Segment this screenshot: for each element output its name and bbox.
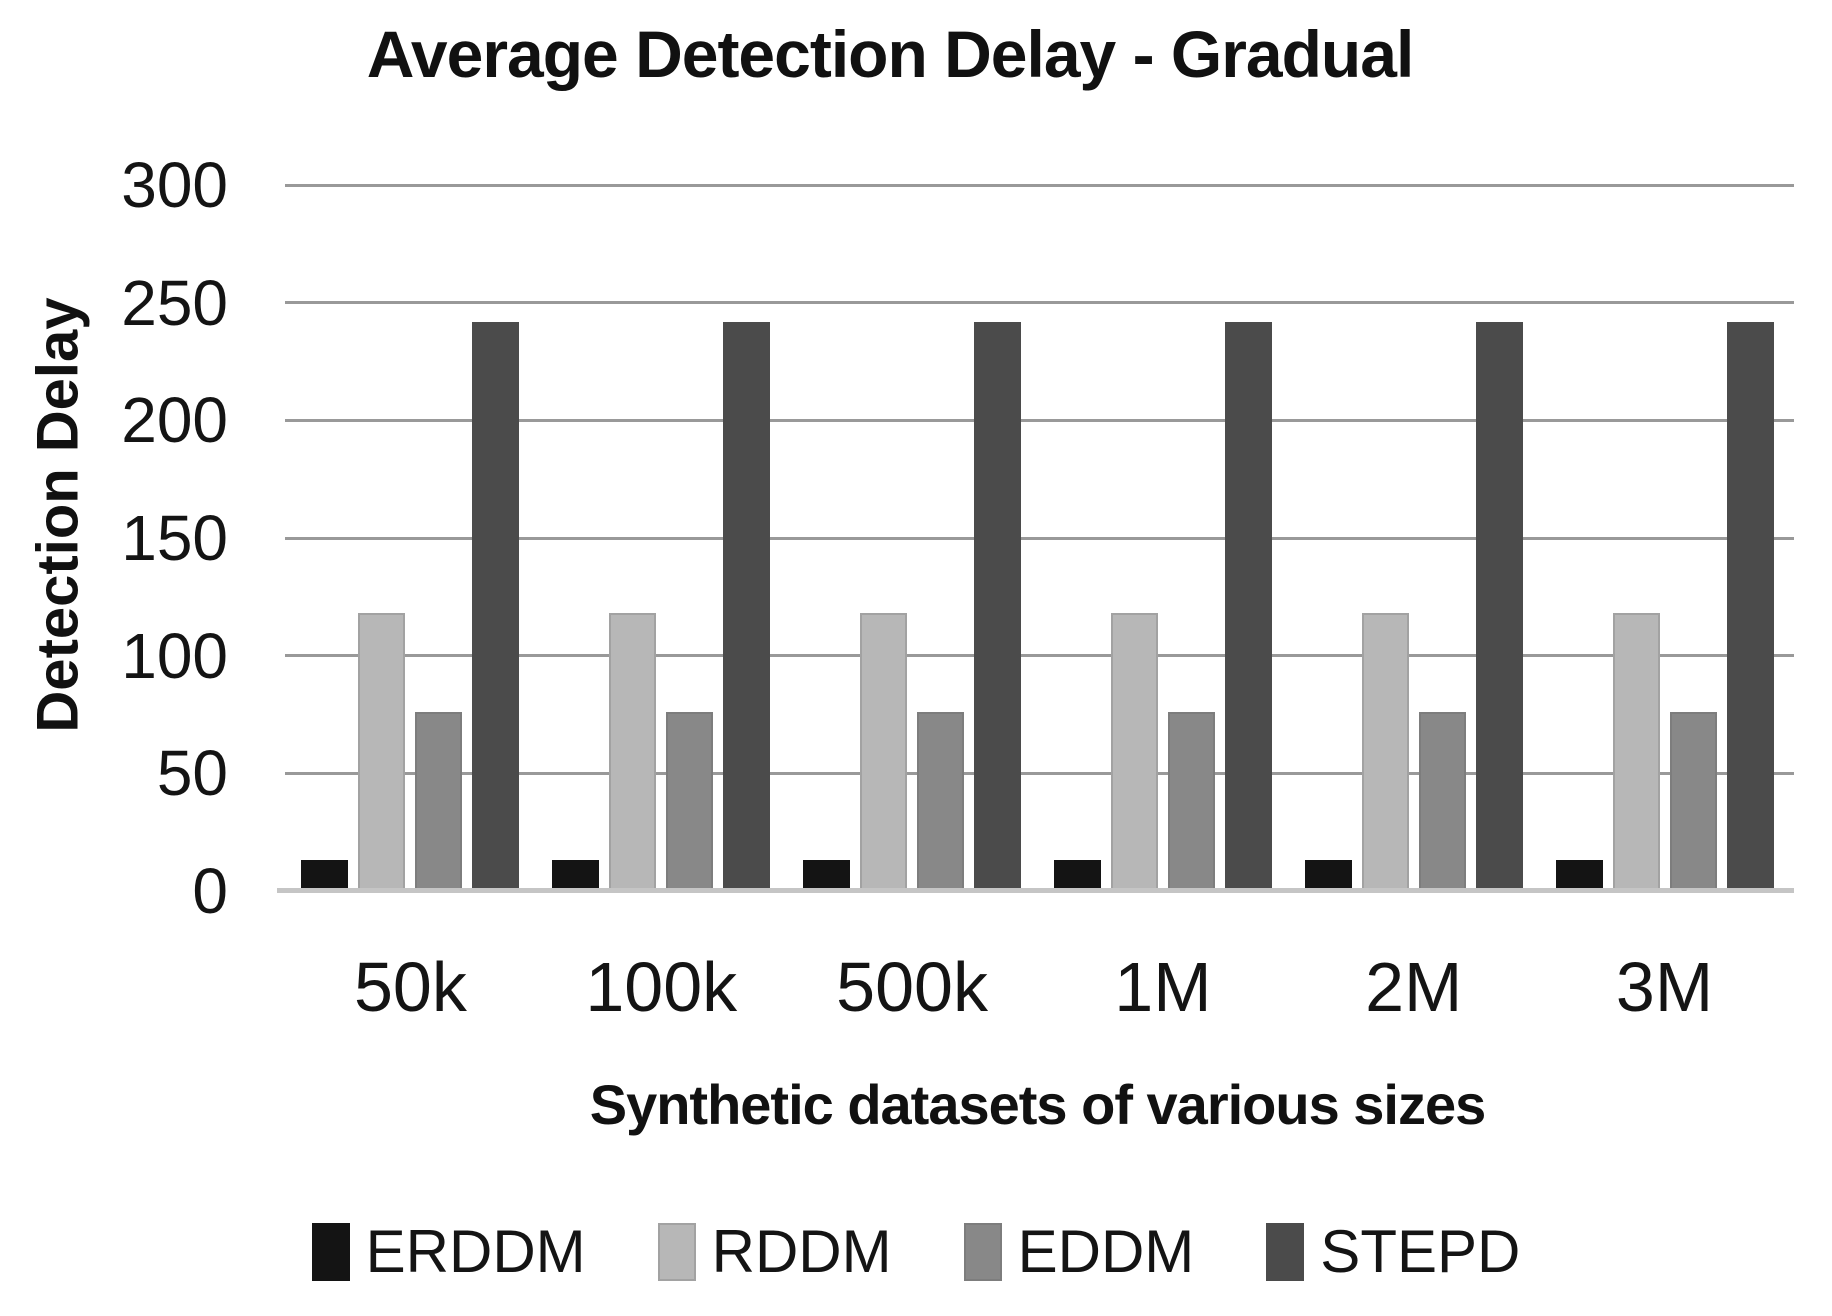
y-tick-label-50: 50 — [156, 737, 228, 810]
bar-rddm-3M — [1612, 613, 1660, 891]
legend-item-rddm: RDDM — [657, 1218, 892, 1285]
x-axis-line — [277, 888, 1794, 893]
legend-swatch-rddm — [657, 1223, 696, 1281]
x-tick-label-3M: 3M — [1615, 948, 1714, 1026]
x-axis-title: Synthetic datasets of various sizes — [589, 1073, 1487, 1136]
bars-layer — [285, 185, 1790, 891]
legend-label-rddm: RDDM — [711, 1218, 892, 1285]
legend-label-erddm: ERDDM — [365, 1218, 586, 1285]
plot-area — [277, 183, 1794, 893]
legend-item-stepd: STEPD — [1266, 1222, 1520, 1282]
bar-rddm-500k — [860, 613, 908, 891]
bar-stepd-500k — [974, 321, 1022, 891]
x-axis-tick-labels: 50k 100k 500k 1M 2M 3M — [285, 952, 1790, 1022]
bar-rddm-1M — [1110, 613, 1158, 891]
bar-eddm-2M — [1418, 712, 1466, 891]
bar-group-500k — [787, 185, 1038, 891]
bar-eddm-100k — [666, 712, 714, 891]
legend-item-erddm: ERDDM — [311, 1218, 586, 1285]
bar-rddm-50k — [358, 613, 406, 891]
bar-erddm-500k — [803, 860, 851, 891]
legend-swatch-stepd — [1266, 1223, 1305, 1281]
y-tick-label-250: 250 — [121, 266, 228, 339]
bar-group-100k — [536, 185, 787, 891]
x-tick-label-50k: 50k — [353, 948, 467, 1026]
bar-group-3M — [1539, 185, 1790, 891]
gridline-100 — [285, 654, 1794, 658]
gridline-300 — [285, 183, 1794, 187]
legend-swatch-eddm — [963, 1223, 1002, 1281]
x-tick-label-500k: 500k — [836, 948, 988, 1026]
y-tick-label-0: 0 — [192, 855, 228, 927]
bar-rddm-100k — [609, 613, 657, 891]
bar-stepd-3M — [1726, 321, 1774, 891]
bar-erddm-1M — [1053, 860, 1101, 891]
bar-erddm-100k — [552, 860, 600, 891]
legend-item-eddm: EDDM — [963, 1218, 1195, 1285]
chart-title: Average Detection Delay - Gradual — [366, 17, 1415, 91]
bar-stepd-1M — [1224, 321, 1272, 891]
bar-eddm-3M — [1669, 712, 1717, 891]
x-tick-label-2M: 2M — [1365, 948, 1463, 1026]
bar-eddm-500k — [917, 712, 965, 891]
bar-erddm-2M — [1304, 860, 1352, 891]
bar-group-50k — [285, 185, 536, 891]
bar-erddm-3M — [1555, 860, 1603, 891]
bar-rddm-2M — [1361, 613, 1409, 891]
bar-erddm-50k — [301, 860, 349, 891]
gridline-200 — [285, 418, 1794, 422]
bar-group-2M — [1288, 185, 1539, 891]
bar-stepd-50k — [472, 321, 520, 891]
gridline-50 — [285, 771, 1794, 775]
legend-label-stepd: STEPD — [1320, 1218, 1521, 1285]
bar-eddm-1M — [1167, 712, 1215, 891]
bar-group-1M — [1037, 185, 1288, 891]
gridline-150 — [285, 536, 1794, 540]
x-tick-label-100k: 100k — [585, 948, 738, 1026]
legend: ERDDM RDDM EDDM STEPD — [0, 1222, 1832, 1282]
bar-stepd-100k — [723, 321, 771, 891]
y-tick-label-200: 200 — [121, 384, 228, 457]
legend-swatch-erddm — [311, 1223, 350, 1281]
x-tick-label-1M: 1M — [1114, 948, 1212, 1026]
bar-eddm-50k — [415, 712, 463, 891]
y-axis-tick-labels: 0 50 100 150 200 250 300 — [0, 153, 228, 923]
y-tick-label-300: 300 — [121, 149, 228, 221]
bar-stepd-2M — [1475, 321, 1523, 891]
y-tick-label-100: 100 — [121, 619, 228, 692]
legend-label-eddm: EDDM — [1017, 1218, 1195, 1285]
y-tick-label-150: 150 — [121, 502, 228, 574]
gridline-250 — [285, 301, 1794, 305]
